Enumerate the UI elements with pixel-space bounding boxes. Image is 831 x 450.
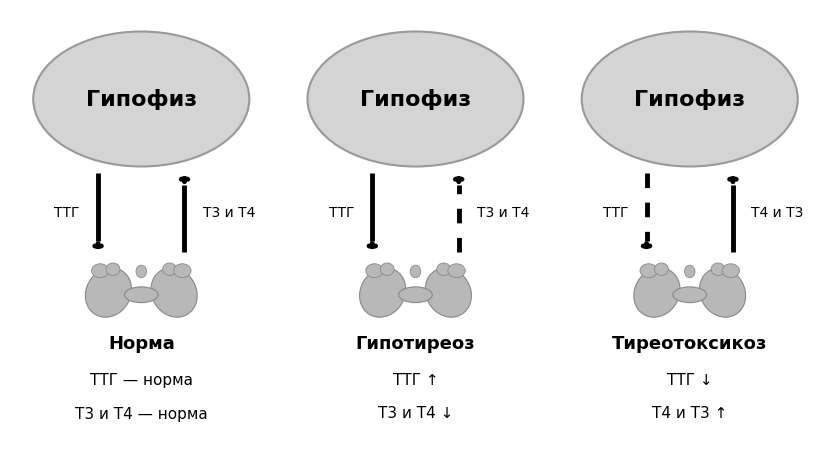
Ellipse shape — [151, 268, 197, 317]
Ellipse shape — [91, 264, 109, 278]
Text: Т3 и Т4: Т3 и Т4 — [203, 206, 255, 220]
Ellipse shape — [685, 265, 695, 278]
Ellipse shape — [655, 263, 668, 275]
Ellipse shape — [673, 287, 706, 302]
Ellipse shape — [381, 263, 394, 275]
Ellipse shape — [700, 268, 745, 317]
Text: Т4 и Т3: Т4 и Т3 — [751, 206, 804, 220]
Text: ТТГ: ТТГ — [54, 206, 80, 220]
Ellipse shape — [399, 287, 432, 302]
Ellipse shape — [582, 32, 798, 166]
Text: ТТГ ↑: ТТГ ↑ — [393, 373, 438, 388]
Text: Гипотиреоз: Гипотиреоз — [356, 335, 475, 353]
Text: Т4 и Т3 ↑: Т4 и Т3 ↑ — [652, 406, 727, 422]
Text: Гипофиз: Гипофиз — [634, 89, 745, 109]
Ellipse shape — [174, 264, 191, 278]
Text: Т3 и Т4 ↓: Т3 и Т4 ↓ — [378, 406, 453, 422]
Ellipse shape — [448, 264, 465, 278]
Ellipse shape — [163, 263, 176, 275]
Ellipse shape — [437, 263, 450, 275]
Ellipse shape — [86, 268, 131, 317]
Text: Норма: Норма — [108, 335, 175, 353]
Ellipse shape — [136, 265, 146, 278]
Text: ТТГ: ТТГ — [328, 206, 354, 220]
Text: Т3 и Т4: Т3 и Т4 — [477, 206, 529, 220]
Ellipse shape — [711, 263, 725, 275]
Ellipse shape — [366, 264, 383, 278]
Ellipse shape — [106, 263, 120, 275]
Text: ТТГ ↓: ТТГ ↓ — [667, 373, 712, 388]
Ellipse shape — [360, 268, 406, 317]
Ellipse shape — [722, 264, 740, 278]
Ellipse shape — [640, 264, 657, 278]
Text: Гипофиз: Гипофиз — [86, 89, 197, 109]
Ellipse shape — [125, 287, 158, 302]
Text: Тиреотоксикоз: Тиреотоксикоз — [612, 335, 767, 353]
Ellipse shape — [411, 265, 420, 278]
Ellipse shape — [33, 32, 249, 166]
Text: Гипофиз: Гипофиз — [360, 89, 471, 109]
Ellipse shape — [307, 32, 524, 166]
Text: ТТГ: ТТГ — [602, 206, 628, 220]
Ellipse shape — [425, 268, 471, 317]
Text: Т3 и Т4 — норма: Т3 и Т4 — норма — [75, 406, 208, 422]
Ellipse shape — [634, 268, 680, 317]
Text: ТТГ — норма: ТТГ — норма — [90, 373, 193, 388]
